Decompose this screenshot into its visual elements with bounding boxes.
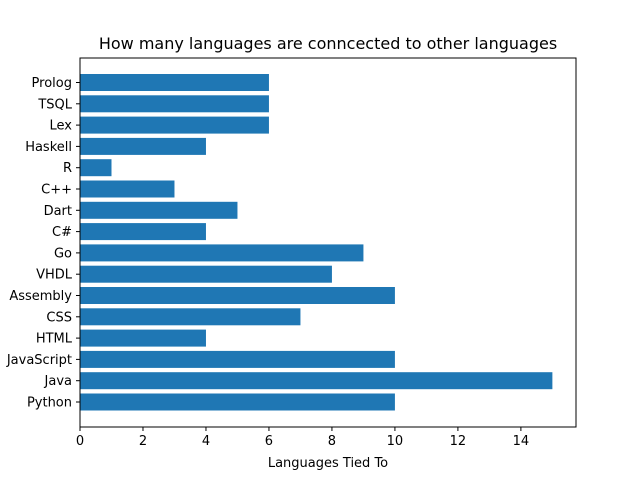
- x-tick-label-6: 6: [265, 434, 273, 449]
- chart-title: How many languages are conncected to oth…: [99, 34, 557, 53]
- x-tick-label-2: 2: [139, 434, 147, 449]
- y-tick-label-java: Java: [44, 374, 72, 389]
- y-tick-label-r: R: [63, 161, 72, 176]
- y-tick-label-css: CSS: [46, 310, 72, 325]
- plot-frame: [79, 57, 577, 428]
- y-tick-label-dart: Dart: [44, 204, 72, 219]
- bar-r: [80, 159, 112, 177]
- bar-java: [80, 372, 553, 390]
- y-tick-label-prolog: Prolog: [32, 76, 72, 91]
- x-axis-title: Languages Tied To: [268, 456, 388, 471]
- x-tick-label-4: 4: [202, 434, 210, 449]
- y-tick-label-assembly: Assembly: [9, 289, 72, 304]
- y-tick-label-tsql: TSQL: [37, 97, 72, 112]
- y-tick-label-csharp: C#: [52, 225, 72, 240]
- x-tick-label-10: 10: [387, 434, 404, 449]
- bar-dart: [80, 201, 238, 219]
- bar-cplusplus: [80, 180, 175, 198]
- bar-csharp: [80, 223, 206, 241]
- y-tick-label-vhdl: VHDL: [36, 268, 73, 283]
- bar-python: [80, 393, 395, 411]
- bar-prolog: [80, 74, 269, 91]
- y-tick-label-go: Go: [54, 246, 72, 261]
- y-tick-label-python: Python: [27, 396, 72, 411]
- x-axis: 0 2 4 6 8 10 12 14: [76, 427, 529, 449]
- bar-vhdl: [80, 265, 332, 283]
- y-tick-label-haskell: Haskell: [25, 140, 72, 155]
- bar-javascript: [80, 350, 395, 368]
- y-tick-label-javascript: JavaScript: [6, 353, 72, 368]
- bar-html: [80, 329, 206, 347]
- bar-go: [80, 244, 364, 262]
- y-tick-label-cplusplus: C++: [41, 183, 72, 198]
- bar-tsql: [80, 95, 269, 113]
- y-axis: Python Java JavaScript HTML CSS Assembly VHDL G…: [6, 76, 80, 411]
- y-tick-label-html: HTML: [36, 332, 73, 347]
- x-tick-label-8: 8: [328, 434, 336, 449]
- bar-haskell: [80, 137, 206, 155]
- bar-css: [80, 308, 301, 326]
- x-tick-label-14: 14: [513, 434, 530, 449]
- bar-lex: [80, 116, 269, 134]
- y-tick-label-lex: Lex: [50, 119, 73, 134]
- x-tick-label-12: 12: [450, 434, 467, 449]
- bars-group: [80, 74, 553, 411]
- x-tick-label-0: 0: [76, 434, 84, 449]
- bar-assembly: [80, 287, 395, 304]
